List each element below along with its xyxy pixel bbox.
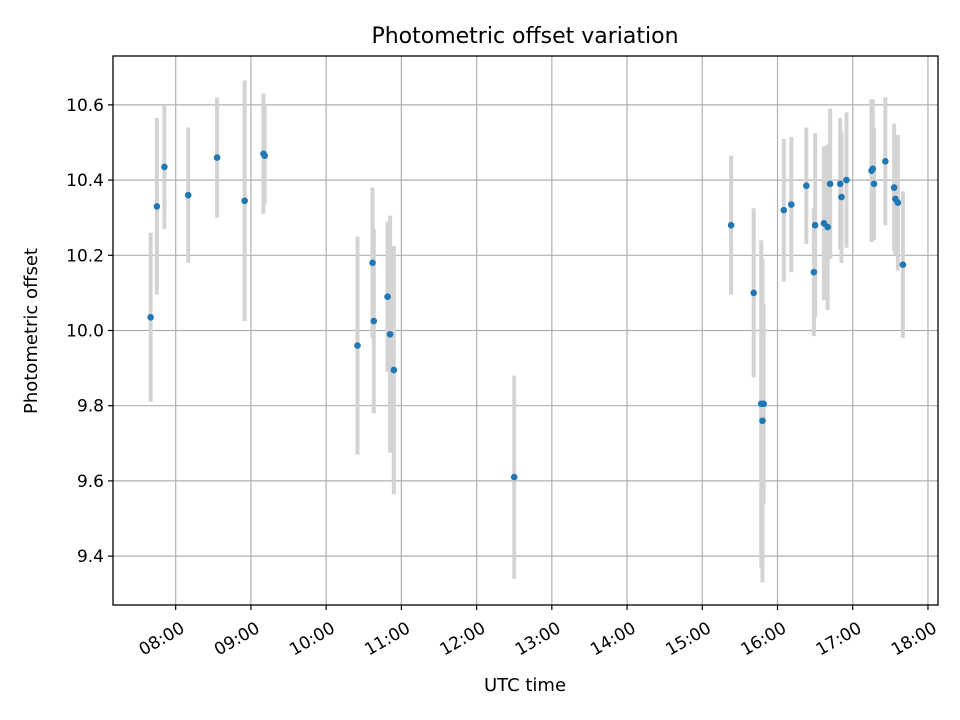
- x-axis-label: UTC time: [484, 675, 566, 696]
- data-point: [261, 152, 269, 159]
- data-point: [899, 261, 907, 268]
- data-point: [882, 157, 889, 165]
- data-point: [824, 223, 831, 231]
- data-point: [760, 400, 768, 408]
- x-tick-label: 15:00: [662, 618, 714, 660]
- data-point: [384, 293, 391, 300]
- x-tick-label: 18:00: [888, 618, 940, 660]
- grid: [113, 56, 938, 605]
- data-point: [894, 199, 902, 206]
- y-axis-label: Photometric offset: [21, 248, 42, 414]
- data-point: [390, 366, 398, 374]
- x-tick-label: 12:00: [437, 618, 489, 660]
- x-tick-label: 09:00: [211, 618, 263, 660]
- data-point: [153, 203, 161, 210]
- y-axis-ticks: 9.4 9.6 9.8 10.0 10.2 10.4 10.6: [66, 96, 113, 567]
- data-point: [826, 180, 834, 188]
- y-tick-label: 9.4: [77, 547, 104, 567]
- data-point: [386, 330, 394, 338]
- data-point: [147, 314, 154, 321]
- data-point: [843, 176, 850, 184]
- y-tick-label: 10.6: [66, 96, 104, 116]
- x-tick-label: 16:00: [738, 618, 790, 660]
- data-point: [510, 473, 518, 481]
- data-point: [750, 289, 757, 297]
- data-points: [147, 150, 907, 481]
- data-point: [811, 221, 819, 229]
- data-point: [836, 180, 844, 188]
- x-tick-label: 17:00: [813, 618, 865, 660]
- y-tick-label: 9.6: [77, 472, 104, 492]
- y-tick-label: 9.8: [77, 397, 104, 417]
- data-point: [369, 259, 376, 267]
- x-tick-label: 08:00: [136, 618, 188, 660]
- x-tick-label: 14:00: [587, 618, 639, 660]
- data-point: [890, 184, 898, 191]
- data-point: [788, 201, 795, 208]
- data-point: [213, 154, 221, 161]
- chart-title: Photometric offset variation: [371, 24, 678, 49]
- data-point: [184, 191, 192, 199]
- x-tick-label: 11:00: [361, 618, 413, 660]
- y-tick-label: 10.2: [66, 246, 104, 266]
- y-tick-label: 10.4: [66, 171, 104, 191]
- data-point: [838, 193, 845, 201]
- data-point: [354, 342, 361, 349]
- data-point: [727, 221, 735, 229]
- data-point: [780, 206, 788, 214]
- x-tick-label: 10:00: [286, 618, 338, 660]
- data-point: [869, 165, 877, 173]
- data-point: [241, 197, 248, 205]
- data-point: [370, 317, 378, 325]
- y-tick-label: 10.0: [66, 322, 104, 342]
- data-point: [161, 163, 168, 171]
- x-axis-ticks: 08:00 09:00 10:00 11:00 12:00 13:00 14:00 15:00…: [136, 605, 940, 660]
- data-point: [870, 180, 878, 188]
- data-point: [759, 417, 766, 425]
- data-point: [803, 182, 810, 190]
- data-point: [810, 268, 818, 276]
- x-tick-label: 13:00: [512, 618, 564, 660]
